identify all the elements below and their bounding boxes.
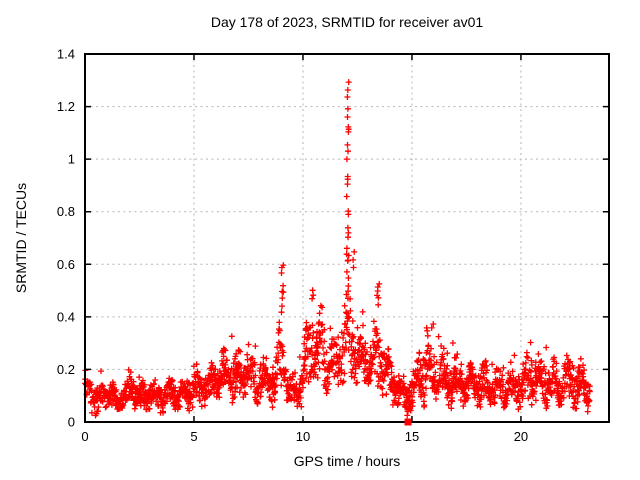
y-tick-label: 0.4 (57, 309, 75, 324)
x-tick-label: 5 (190, 429, 197, 444)
y-tick-label: 1 (68, 152, 75, 167)
x-tick-label: 15 (405, 429, 419, 444)
tick-marks (84, 53, 609, 423)
scatter-points (82, 79, 593, 419)
plot-border (84, 53, 610, 423)
y-tick-label: 0 (68, 415, 75, 430)
x-tick-label: 10 (296, 429, 310, 444)
x-tick-label: 0 (81, 429, 88, 444)
x-axis-label: GPS time / hours (293, 453, 401, 469)
y-tick-label: 0.8 (57, 204, 75, 219)
y-tick-label: 1.4 (57, 47, 75, 62)
x-tick-label: 20 (514, 429, 528, 444)
outlier-square-point (404, 418, 412, 426)
y-tick-label: 1.2 (57, 99, 75, 114)
y-tick-label: 0.2 (57, 362, 75, 377)
y-tick-label: 0.6 (57, 257, 75, 272)
chart-title: Day 178 of 2023, SRMTID for receiver av0… (210, 14, 484, 30)
